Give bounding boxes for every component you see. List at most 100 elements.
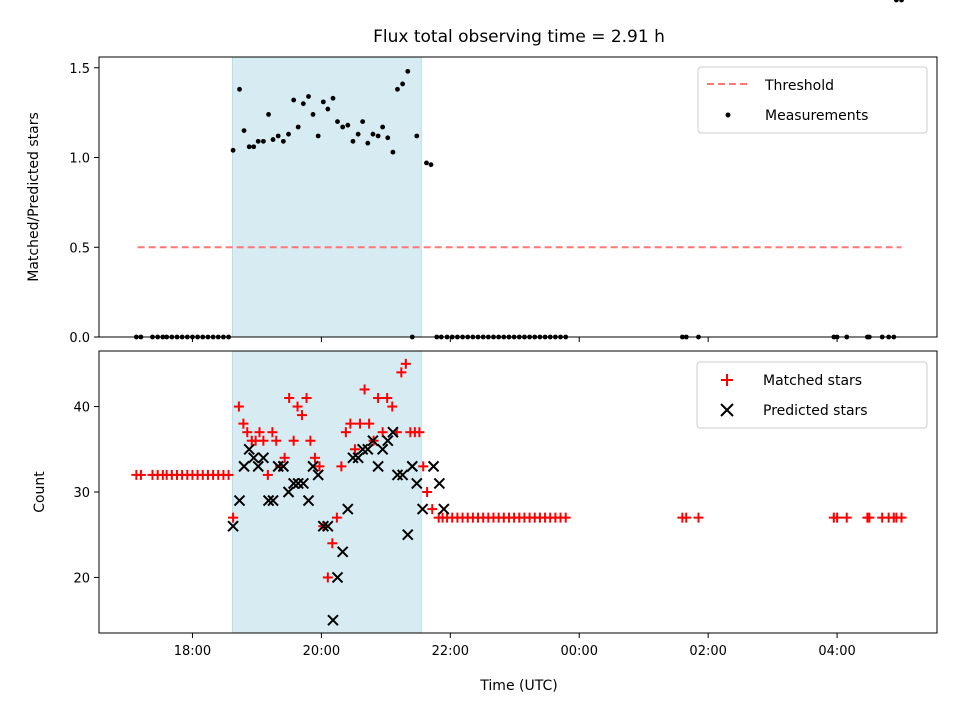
bottom-ylabel: Count	[32, 471, 48, 513]
measurement-point	[424, 160, 429, 166]
matched-star-point	[345, 418, 356, 429]
bottom-shaded-span	[231, 350, 422, 634]
predicted-star-point	[438, 503, 450, 515]
legend-matched-label: Matched stars	[763, 373, 862, 389]
measurement-point	[405, 68, 411, 74]
measurement-point	[380, 124, 386, 130]
matched-star-point	[135, 469, 146, 480]
measurement-point	[300, 101, 306, 107]
predicted-star-point	[362, 443, 374, 455]
matched-star-point	[254, 427, 265, 438]
matched-star-point	[258, 435, 269, 446]
predicted-star-point	[267, 494, 279, 507]
xlabel: Time (UTC)	[479, 678, 557, 694]
measurement-point	[246, 144, 252, 150]
predicted-star-stroke	[292, 477, 304, 490]
matched-star-point	[271, 435, 282, 446]
predicted-star-stroke	[317, 520, 330, 532]
measurement-point	[320, 99, 326, 105]
predicted-star-stroke	[402, 529, 414, 541]
predicted-star-point	[352, 452, 364, 464]
predicted-star-point	[227, 520, 239, 532]
predicted-star-stroke	[307, 460, 319, 473]
matched-star-point	[340, 427, 351, 438]
matched-star-point	[864, 512, 875, 523]
measurement-point	[395, 86, 400, 92]
matched-star-point	[297, 410, 308, 421]
predicted-star-stroke	[396, 469, 409, 481]
predicted-star-point	[331, 571, 344, 584]
predicted-star-point	[233, 494, 246, 507]
matched-star-point	[400, 358, 411, 369]
predicted-star-stroke	[367, 435, 379, 447]
matched-star-point	[331, 512, 342, 523]
matched-star-point	[693, 512, 704, 523]
predicted-star-stroke	[248, 452, 260, 464]
measurement-point	[365, 140, 371, 146]
predicted-star-point	[372, 460, 384, 473]
measurement-point	[237, 86, 242, 92]
measurement-point	[230, 147, 236, 153]
predicted-star-point	[387, 426, 399, 438]
matched-star-point	[364, 418, 375, 429]
matched-star-point	[418, 461, 429, 472]
predicted-star-stroke	[382, 435, 394, 447]
xtick-label: 02:00	[689, 644, 726, 659]
measurement-point	[370, 131, 376, 137]
matched-star-point	[238, 418, 249, 429]
chart-title: Flux total observing time = 2.91 h	[373, 27, 665, 47]
xtick-label: 22:00	[432, 644, 469, 659]
legend-threshold-label: Threshold	[764, 78, 834, 94]
predicted-star-point	[396, 469, 409, 481]
measurement-point	[270, 137, 276, 142]
predicted-star-point	[416, 503, 429, 515]
predicted-star-stroke	[387, 426, 399, 438]
matched-star-point	[322, 572, 333, 583]
measurement-point	[255, 138, 261, 144]
matched-star-point	[373, 393, 384, 403]
top-panel: 0.0 0.5 1.0 1.5 Matched/Predicted stars Thr…	[26, 0, 938, 346]
predicted-star-point	[297, 477, 310, 490]
predicted-star-point	[433, 477, 446, 490]
bottom-legend-box	[696, 361, 928, 429]
predicted-star-point	[367, 435, 379, 447]
xtick-label: 18:00	[174, 644, 211, 659]
predicted-star-stroke	[362, 443, 374, 455]
measurement-point	[260, 138, 266, 144]
bottom-legend: Matched stars Predicted stars	[696, 361, 928, 429]
predicted-star-point	[402, 529, 414, 541]
measurement-point	[400, 81, 406, 87]
top-axes-frame	[98, 56, 938, 338]
measurement-point	[340, 124, 346, 130]
predicted-star-point	[376, 443, 389, 455]
predicted-star-stroke	[372, 460, 384, 473]
matched-star-point	[382, 393, 393, 403]
bottom-axes: 18:00 20:00 22:00 00:00 02:00 04:00 20 30 40	[73, 401, 855, 659]
measurement-point	[390, 149, 396, 155]
top-legend-box	[697, 66, 928, 134]
matched-star-point	[233, 401, 244, 412]
matched-star-point	[896, 512, 907, 523]
bottom-ytick-label: 40	[73, 401, 90, 416]
matched-star-point	[832, 512, 843, 523]
matched-star-point	[681, 512, 692, 523]
matched-star-point	[327, 538, 338, 549]
matched-star-point	[267, 427, 278, 438]
matched-star-point	[262, 469, 273, 480]
bottom-plot-area	[131, 358, 907, 626]
measurement-point	[325, 106, 331, 112]
matched-star-point	[314, 461, 325, 472]
top-legend: Threshold Measurements	[697, 66, 928, 134]
predicted-star-stroke	[257, 452, 270, 464]
predicted-star-stroke	[376, 443, 389, 455]
top-ylabel: Matched/Predicted stars	[26, 112, 42, 282]
legend-matched-swatch	[721, 374, 733, 386]
matched-star-point	[336, 461, 347, 472]
bottom-axes-frame	[98, 350, 938, 634]
top-plot-area	[133, 0, 904, 340]
predicted-star-stroke	[262, 494, 275, 507]
measurement-point	[295, 124, 301, 130]
predicted-star-stroke	[347, 452, 359, 464]
predicted-star-point	[342, 503, 354, 515]
